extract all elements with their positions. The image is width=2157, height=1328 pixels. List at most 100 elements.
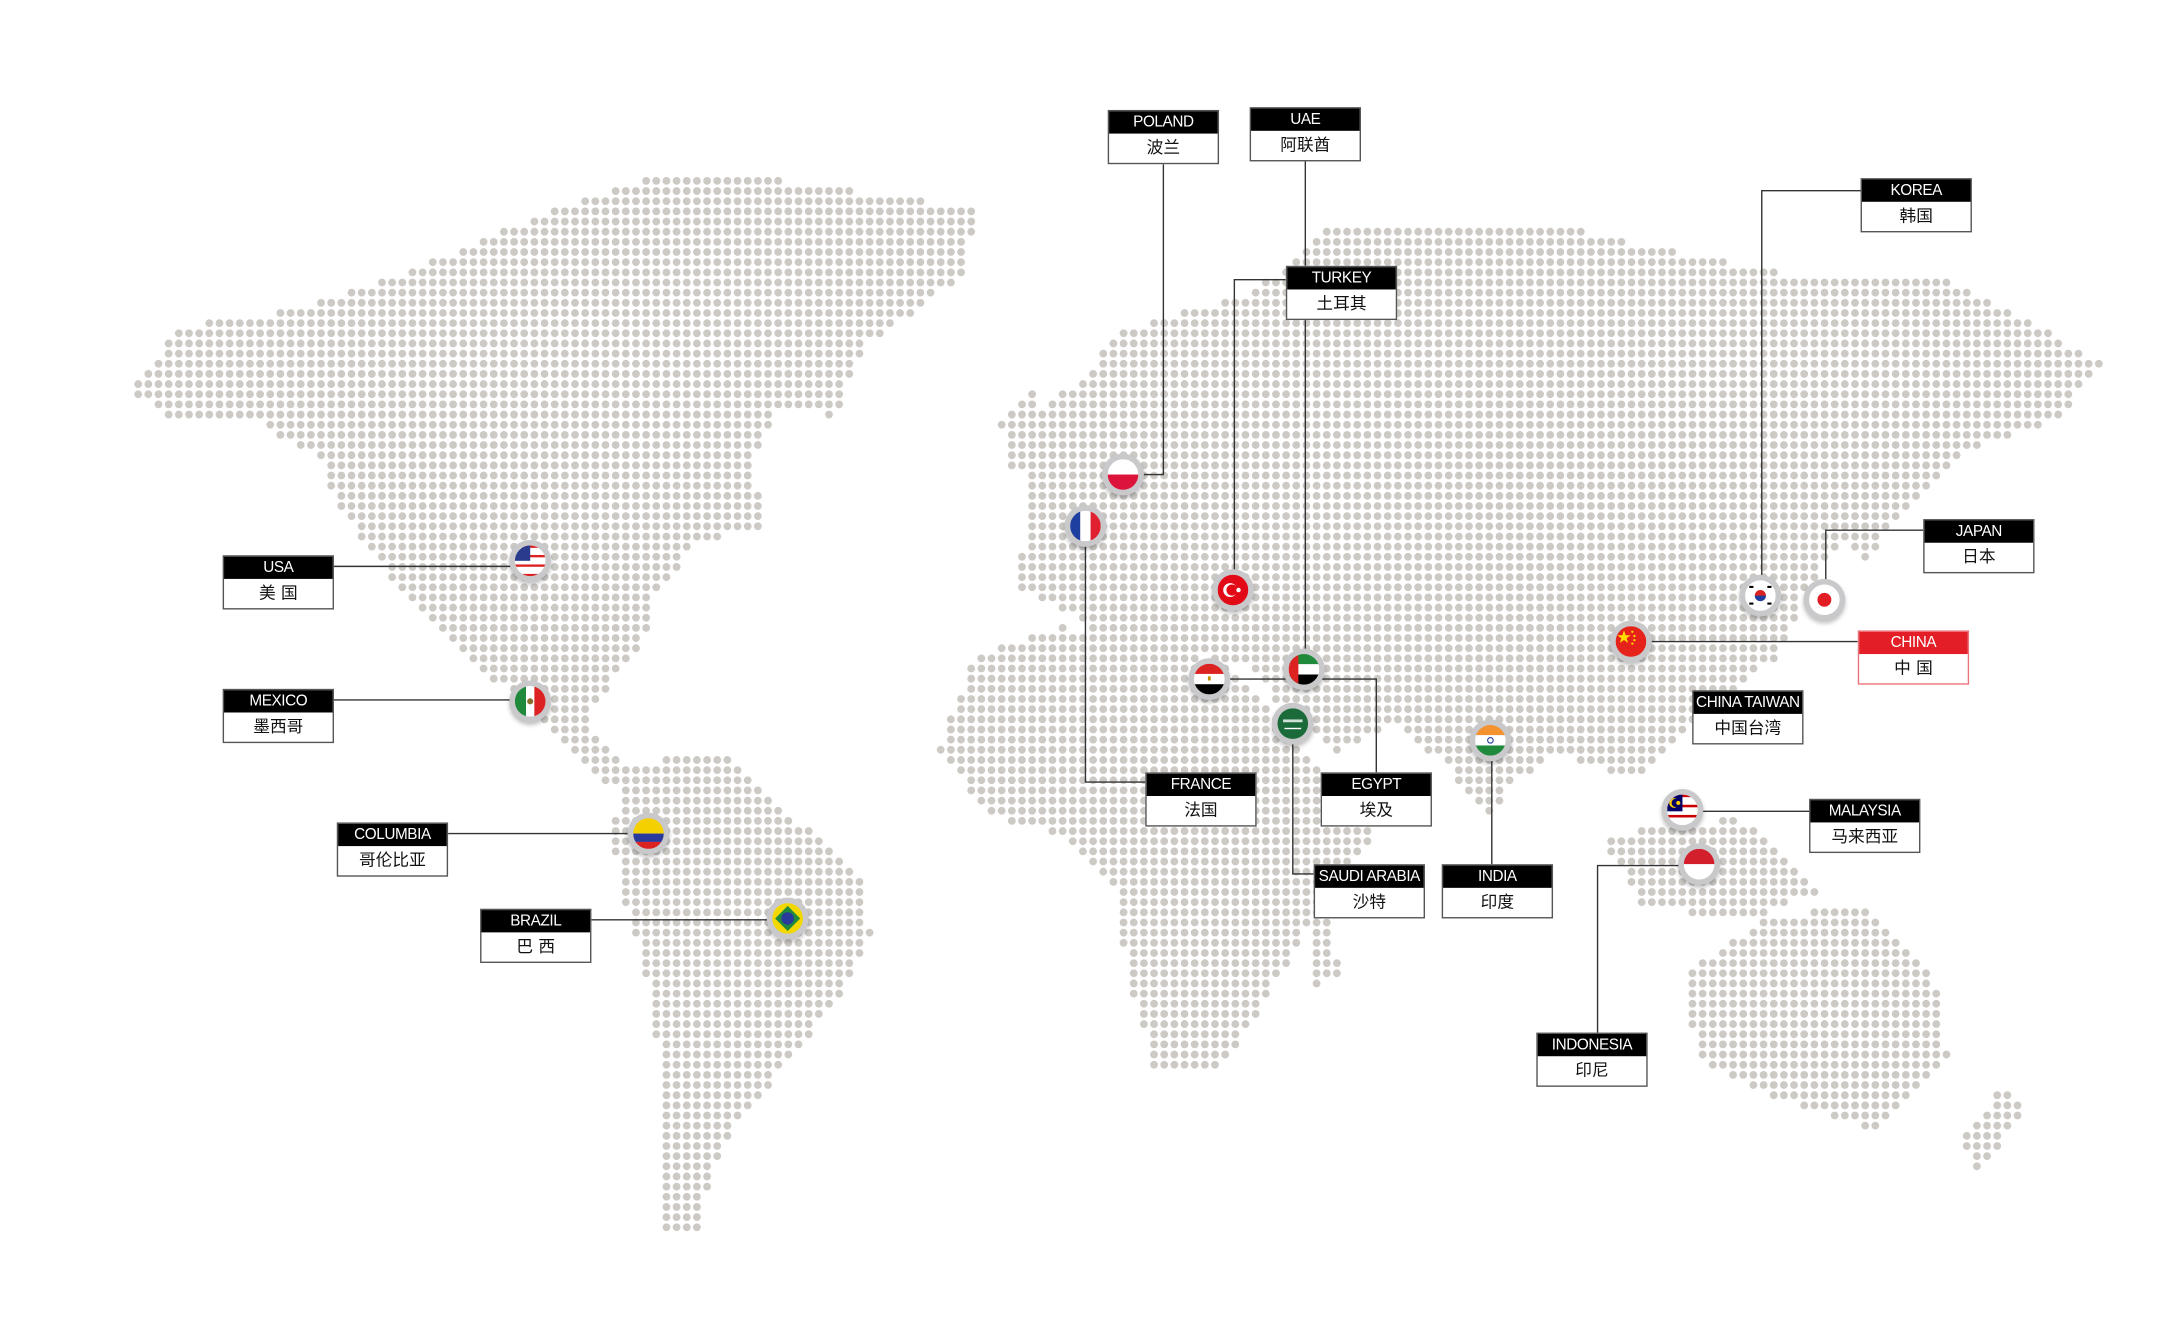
land-dot [1973, 380, 1981, 388]
land-dot [794, 319, 803, 328]
land-dot [1333, 542, 1341, 551]
land-dot [652, 309, 661, 317]
land-dot [1739, 400, 1748, 409]
land-dot [1160, 542, 1169, 551]
land-dot [611, 359, 620, 368]
land-dot [510, 268, 518, 277]
land-dot [753, 197, 762, 206]
land-dot [1881, 502, 1890, 510]
land-dot [2074, 349, 2083, 358]
land-dot [1434, 491, 1443, 500]
land-dot [723, 512, 732, 521]
land-dot [1465, 461, 1473, 470]
land-dot [560, 298, 569, 307]
land-dot [1160, 359, 1169, 368]
land-dot [1393, 542, 1402, 551]
land-dot [865, 298, 874, 307]
land-dot [540, 441, 549, 449]
land-dot [957, 268, 965, 277]
land-dot [1617, 349, 1626, 358]
land-dot [1678, 268, 1687, 277]
land-dot [1515, 410, 1524, 419]
land-dot [1515, 309, 1524, 317]
land-dot [1871, 461, 1880, 470]
land-dot [1333, 400, 1341, 409]
land-dot [510, 298, 518, 307]
land-dot [317, 309, 325, 317]
land-dot [357, 390, 366, 399]
land-dot [794, 359, 803, 368]
land-dot [1495, 552, 1504, 561]
land-dot [1038, 502, 1047, 510]
land-dot [662, 410, 671, 419]
land-dot [520, 532, 529, 541]
land-dot [733, 370, 742, 378]
land-dot [1840, 491, 1849, 500]
land-dot [571, 471, 579, 480]
land-dot [1322, 258, 1331, 267]
land-dot [1901, 430, 1910, 439]
land-dot [510, 522, 518, 531]
land-dot [2023, 390, 2032, 399]
land-dot [418, 512, 427, 521]
land-dot [469, 522, 478, 531]
land-dot [733, 309, 742, 317]
land-dot [398, 278, 407, 287]
land-dot [1993, 359, 2002, 368]
land-dot [1576, 227, 1585, 236]
land-dot [1861, 400, 1870, 409]
land-dot [1962, 329, 1971, 338]
land-dot [479, 502, 488, 510]
land-dot [1597, 268, 1605, 277]
land-dot [1617, 471, 1626, 480]
land-dot [682, 197, 691, 206]
land-dot [1231, 329, 1240, 338]
land-dot [2064, 349, 2073, 358]
land-dot [550, 410, 559, 419]
land-dot [601, 583, 610, 592]
land-dot [1647, 298, 1656, 307]
land-dot [946, 268, 955, 277]
land-dot [1790, 380, 1798, 388]
land-dot [733, 217, 742, 226]
land-dot [1739, 309, 1748, 317]
land-dot [1973, 400, 1981, 409]
land-dot [682, 339, 691, 348]
land-dot [327, 400, 336, 409]
land-dot [957, 237, 965, 246]
land-dot [1901, 390, 1910, 399]
land-dot [2013, 349, 2022, 358]
land-dot [1607, 237, 1616, 246]
land-dot [1617, 248, 1626, 256]
land-dot [469, 441, 478, 449]
land-dot [601, 258, 610, 267]
land-dot [672, 288, 681, 297]
land-dot [1871, 410, 1880, 419]
land-dot [347, 441, 356, 449]
land-dot [1790, 278, 1798, 287]
land-dot [1343, 258, 1351, 267]
land-dot [1759, 370, 1768, 378]
land-dot [591, 268, 600, 277]
land-dot [1272, 451, 1280, 460]
land-dot [1536, 563, 1544, 571]
land-dot [1424, 258, 1433, 267]
land-dot [1383, 491, 1392, 500]
land-dot [2054, 370, 2063, 378]
land-dot [439, 502, 447, 510]
land-dot [1312, 502, 1321, 510]
land-dot [632, 481, 640, 490]
land-dot [1637, 481, 1646, 490]
land-dot [337, 430, 346, 439]
land-dot [1343, 349, 1351, 358]
land-dot [652, 461, 661, 470]
land-dot [479, 583, 488, 592]
land-dot [1607, 512, 1616, 521]
land-dot [357, 522, 366, 531]
land-dot [764, 410, 772, 419]
land-dot [428, 370, 437, 378]
land-dot [1058, 491, 1067, 500]
land-dot [906, 217, 915, 226]
land-dot [1241, 563, 1250, 571]
